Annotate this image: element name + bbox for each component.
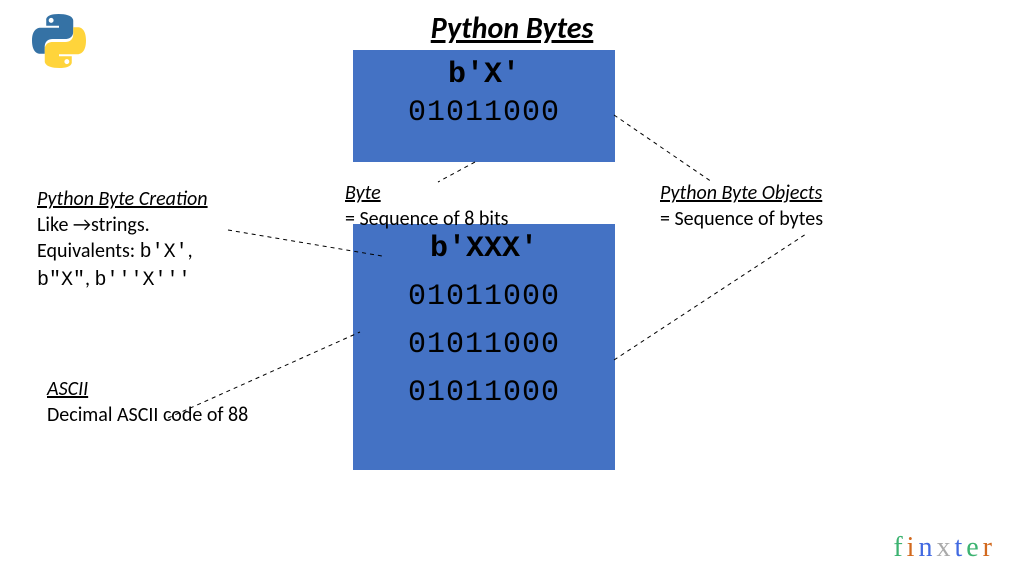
label-byte: Byte = Sequence of 8 bits bbox=[345, 180, 508, 232]
brand-logo: finxter bbox=[893, 532, 996, 564]
label-header: Python Byte Creation bbox=[37, 187, 208, 211]
byte-literal: b'X' bbox=[353, 58, 615, 92]
label-header: ASCII bbox=[47, 377, 88, 401]
byte-literal: b'XXX' bbox=[353, 232, 615, 266]
label-byte-objects: Python Byte Objects = Sequence of bytes bbox=[660, 180, 823, 232]
byte-bits: 01011000 bbox=[353, 376, 615, 410]
byte-box-triple: b'XXX' 01011000 01011000 01011000 bbox=[353, 224, 615, 470]
label-header: Python Byte Objects bbox=[660, 181, 822, 205]
byte-bits: 01011000 bbox=[353, 96, 615, 130]
label-header: Byte bbox=[345, 181, 381, 205]
byte-bits: 01011000 bbox=[353, 328, 615, 362]
byte-bits: 01011000 bbox=[353, 280, 615, 314]
byte-box-single: b'X' 01011000 bbox=[353, 50, 615, 162]
label-ascii: ASCII Decimal ASCII code of 88 bbox=[47, 376, 257, 428]
label-byte-creation: Python Byte Creation Like →strings. Equi… bbox=[37, 186, 208, 294]
page-title: Python Bytes bbox=[0, 10, 1024, 47]
